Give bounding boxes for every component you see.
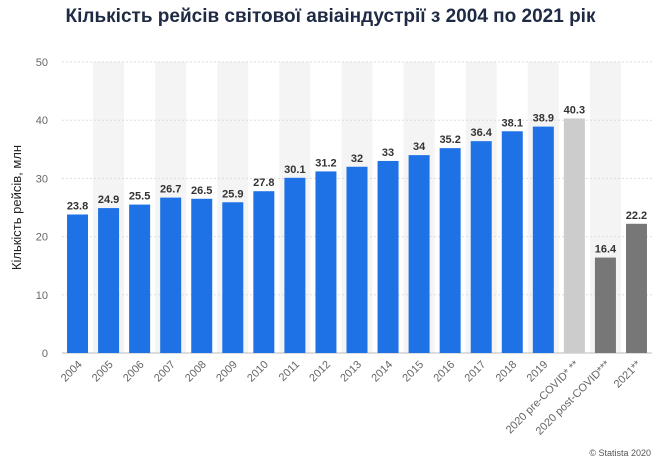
x-tick-label: 2016: [431, 359, 457, 385]
bar: [470, 141, 492, 353]
data-label: 22.2: [626, 210, 647, 222]
x-tick-label: 2008: [183, 359, 209, 385]
data-label: 38.9: [533, 113, 554, 125]
x-tick-label: 2004: [59, 359, 85, 385]
data-label: 30.1: [284, 164, 305, 176]
x-tick-label: 2009: [214, 359, 240, 385]
bar: [67, 214, 89, 353]
y-tick-label: 0: [42, 348, 48, 360]
data-label: 32: [351, 153, 363, 165]
bar: [501, 131, 523, 353]
x-tick-label: 2010: [245, 359, 271, 385]
data-label: 38.1: [502, 117, 523, 129]
bar: [408, 155, 430, 353]
bar: [129, 204, 151, 353]
data-label: 23.8: [67, 200, 88, 212]
data-label: 24.9: [98, 194, 119, 206]
bar: [625, 223, 647, 353]
data-label: 36.4: [470, 127, 492, 139]
y-tick-label: 50: [36, 57, 48, 69]
x-tick-label: 2015: [400, 359, 426, 385]
x-tick-label: 2014: [369, 359, 395, 385]
bar: [253, 191, 275, 353]
bar: [191, 198, 213, 353]
data-label: 31.2: [315, 157, 336, 169]
x-tick-label: 2019: [525, 359, 551, 385]
data-label: 16.4: [595, 244, 617, 256]
data-label: 26.5: [191, 185, 212, 197]
data-label: 26.7: [160, 184, 181, 196]
data-label: 33: [382, 147, 394, 159]
bar: [532, 126, 554, 354]
data-label: 25.9: [222, 188, 243, 200]
x-tick-label: 2011: [277, 359, 302, 384]
bar: [222, 202, 244, 353]
bar: [346, 166, 368, 353]
bar: [377, 160, 399, 353]
bar: [563, 118, 585, 353]
bar: [315, 171, 337, 353]
y-tick-label: 30: [36, 173, 48, 185]
bar: [284, 177, 306, 353]
y-tick-label: 40: [36, 115, 48, 127]
x-tick-label: 2006: [121, 359, 147, 385]
data-label: 27.8: [253, 177, 274, 189]
y-tick-label: 10: [36, 290, 48, 302]
x-tick-label: 2017: [463, 359, 489, 385]
source-credit: © Statista 2020: [589, 448, 651, 458]
data-label: 25.5: [129, 191, 150, 203]
x-tick-label: 2013: [338, 359, 364, 385]
data-label: 34: [413, 141, 426, 153]
bar: [160, 197, 182, 353]
data-label: 40.3: [564, 104, 585, 116]
x-tick-label: 2021**: [612, 358, 644, 390]
data-label: 35.2: [439, 134, 460, 146]
chart-title: Кількість рейсів світової авіаіндустрії …: [65, 6, 596, 27]
x-tick-label: 2005: [90, 359, 116, 385]
bar: [98, 208, 120, 353]
x-tick-label: 2012: [307, 359, 333, 385]
y-tick-label: 20: [36, 232, 48, 244]
x-tick-label: 2007: [152, 359, 178, 385]
bar: [439, 148, 461, 353]
bar: [594, 257, 616, 353]
y-axis-label: Кількість рейсів, млн: [9, 145, 24, 270]
x-tick-label: 2018: [494, 359, 520, 385]
